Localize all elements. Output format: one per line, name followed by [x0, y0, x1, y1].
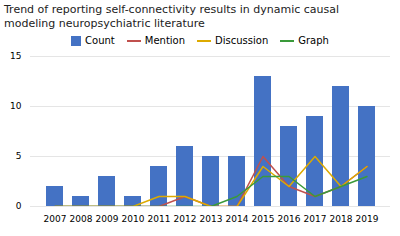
- svg-text:2014: 2014: [226, 213, 249, 223]
- svg-text:2019: 2019: [356, 213, 379, 223]
- svg-text:2013: 2013: [200, 213, 223, 223]
- html-text:Graph: Graph: [298, 35, 329, 46]
- svg-text:10: 10: [10, 101, 22, 111]
- svg-text:2011: 2011: [148, 213, 171, 223]
- svg-text:2012: 2012: [174, 213, 197, 223]
- svg-text:2007: 2007: [44, 213, 67, 223]
- svg-text:0: 0: [16, 201, 22, 211]
- svg-text:5: 5: [16, 151, 22, 161]
- svg-text:2009: 2009: [96, 213, 119, 223]
- html-text:Count: Count: [85, 35, 115, 46]
- svg-text:2016: 2016: [278, 213, 301, 223]
- svg-text:2018: 2018: [330, 213, 353, 223]
- svg-text:2017: 2017: [304, 213, 327, 223]
- svg-text:2015: 2015: [252, 213, 275, 223]
- svg-text:2010: 2010: [122, 213, 145, 223]
- html-text:Discussion: Discussion: [215, 35, 269, 46]
- html-text:Mention: Mention: [144, 35, 185, 46]
- svg-text:2008: 2008: [70, 213, 93, 223]
- svg-text:15: 15: [10, 51, 21, 61]
- html-text:Trend of reporting self-connec: Trend of reporting self-connectivity res…: [4, 3, 340, 30]
